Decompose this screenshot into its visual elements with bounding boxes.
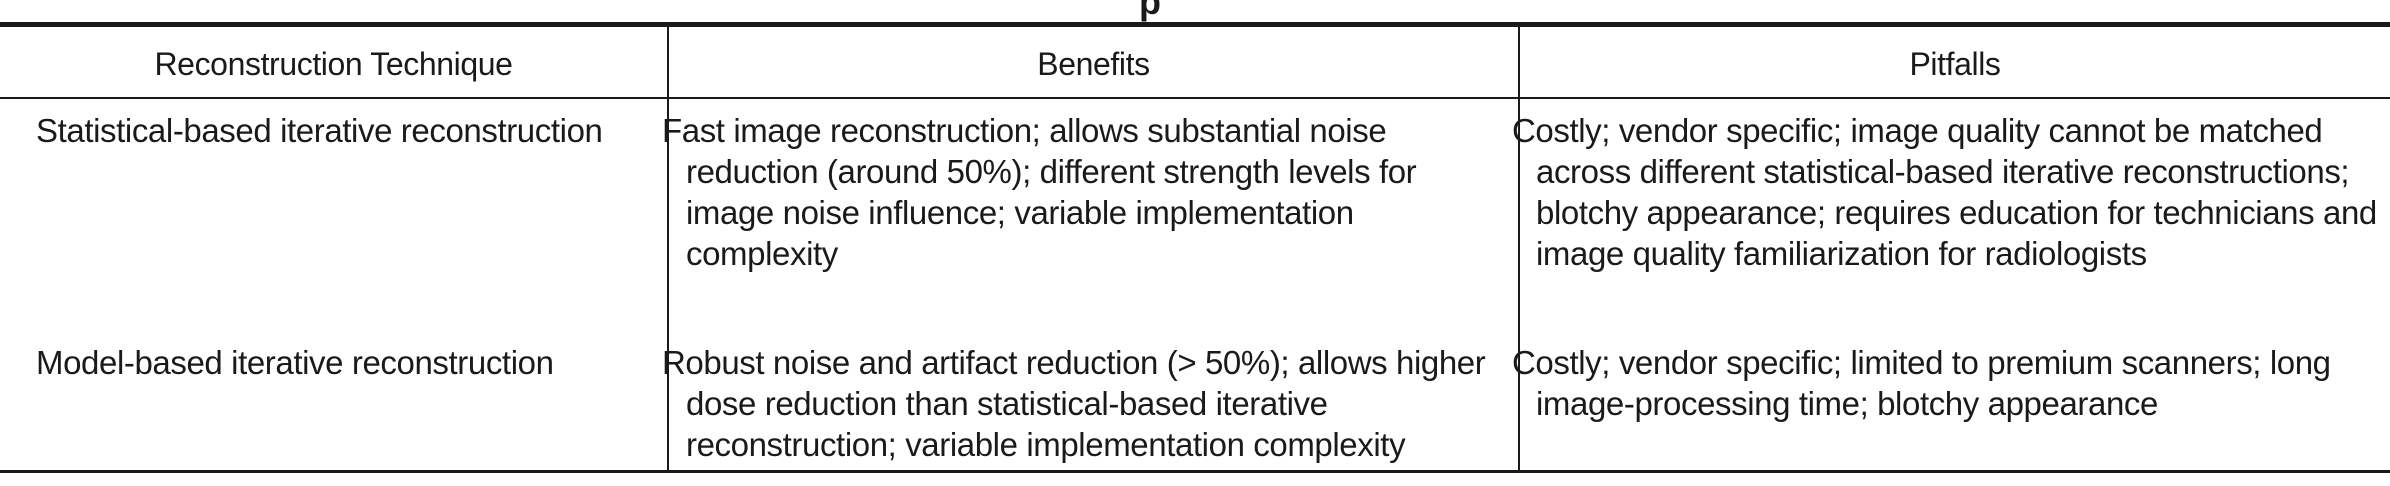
row2-pitfalls: Costly; vendor specific; limited to prem… — [1512, 344, 2331, 422]
header-technique: Reconstruction Technique — [154, 46, 513, 82]
header-benefits: Benefits — [1037, 46, 1150, 82]
column-divider-2 — [1518, 27, 1520, 470]
header-pitfalls: Pitfalls — [1909, 46, 2001, 82]
column-divider-1 — [667, 27, 669, 470]
header-divider-rule — [0, 97, 2390, 99]
row2-benefits: Robust noise and artifact reduction (> 5… — [662, 344, 1486, 463]
table-bottom-rule — [0, 470, 2390, 473]
row1-technique: Statistical-based iterative reconstructi… — [36, 112, 603, 149]
row1-pitfalls: Costly; vendor specific; image quality c… — [1512, 112, 2377, 272]
table-top-rule — [0, 22, 2390, 27]
table-title-fragment: p — [1139, 0, 1161, 22]
row2-technique: Model-based iterative reconstruction — [36, 344, 554, 381]
row1-benefits: Fast image reconstruction; allows substa… — [662, 112, 1417, 272]
comparison-table: p Reconstruction Technique Benefits Pitf… — [0, 0, 2390, 473]
